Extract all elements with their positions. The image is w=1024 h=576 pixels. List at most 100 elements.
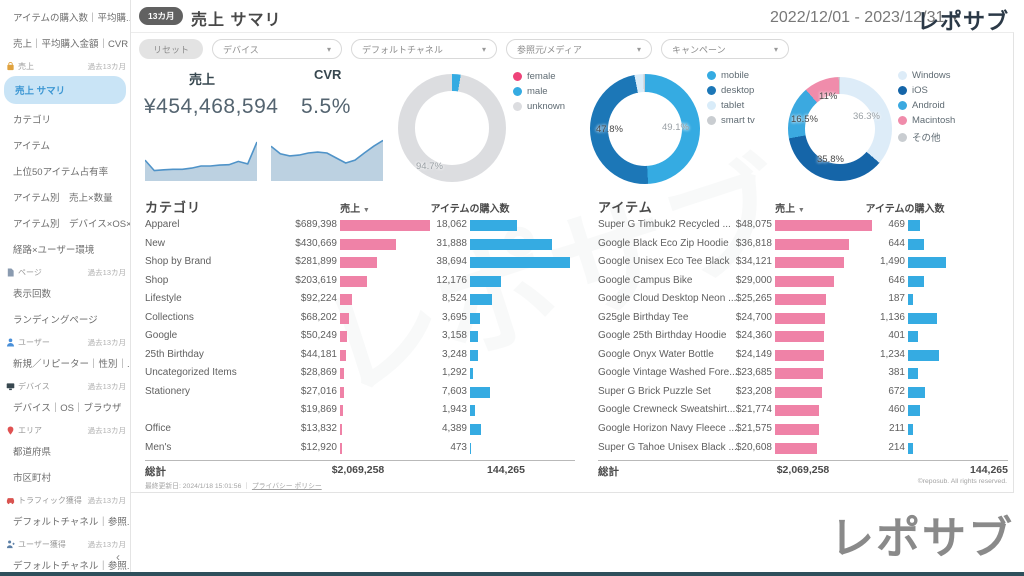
sidebar-item[interactable]: 上位50アイテム占有率 <box>13 167 109 178</box>
sales-bar <box>340 368 344 380</box>
table-row: Google Horizon Navy Fleece ... $21,575 211 <box>598 420 1010 439</box>
row-label: Google Cloud Desktop Neon ... <box>598 293 737 305</box>
sales-value: $50,249 <box>300 330 337 342</box>
sidebar-item[interactable]: 売上 サマリ <box>4 76 126 104</box>
row-label: Super G Tahoe Unisex Black ... <box>598 441 737 453</box>
purchases-bar <box>908 220 920 231</box>
sidebar-item[interactable]: 表示回数 <box>13 289 52 300</box>
sales-sort-header[interactable]: 売上 ▼ <box>340 204 370 215</box>
purchases-bar <box>470 238 552 250</box>
legend-label: tablet <box>721 100 745 111</box>
table-row: Google 25th Birthday Hoodie $24,360 401 <box>598 327 1010 346</box>
table-row: Google $50,249 3,158 <box>145 327 575 346</box>
row-label: 25th Birthday <box>145 348 204 360</box>
item-total-sales: $2,069,258 <box>776 464 830 476</box>
purchases-bar <box>908 368 918 380</box>
sidebar-item[interactable]: ランディングページ <box>13 315 98 326</box>
purchases-value: 646 <box>888 274 905 286</box>
legend-label: unknown <box>527 101 566 112</box>
row-label: Shop <box>145 274 169 286</box>
kpi-sales-value: ¥454,468,594 <box>144 95 279 118</box>
chevron-down-icon: ▾ <box>774 44 779 54</box>
sidebar-item[interactable]: 都道府県 <box>13 447 52 458</box>
chevron-down-icon: ▾ <box>952 12 958 24</box>
sidebar-section-period: 過去13カ月 <box>87 382 126 391</box>
last-updated-note: 最終更新日: 2024/1/18 15:01:56 ｜ プライバシー ポリシー <box>145 480 322 490</box>
row-label: Shop by Brand <box>145 256 212 268</box>
filter-dropdown[interactable]: デバイス ▾ <box>212 39 343 59</box>
sidebar-item[interactable]: 新規／リピーター｜性別｜... <box>13 359 130 370</box>
item-table: アイテム 売上 ▼ アイテムの購入数 Super G Timbuk2 Recyc… <box>598 197 1010 457</box>
sidebar-collapse-button[interactable]: ‹ <box>116 550 120 564</box>
purchases-bar <box>470 386 490 398</box>
sales-bar <box>775 238 849 250</box>
filter-dropdown[interactable]: 参照元/メディア ▾ <box>506 39 653 59</box>
reset-filters-button[interactable]: リセット <box>139 39 204 59</box>
sales-bar <box>340 312 349 324</box>
sidebar-item[interactable]: 売上｜平均購入金額｜CVR <box>13 39 129 50</box>
sidebar-section-header: 売上 過去13カ月 <box>0 56 130 74</box>
row-label: Office <box>145 423 171 435</box>
filter-bar: リセット デバイス ▾ デフォルトチャネル ▾ 参照元/メディア ▾ キャンペーン ▾ <box>139 39 790 59</box>
sales-value: $36,818 <box>735 237 772 249</box>
legend-label: Windows <box>912 70 951 81</box>
sidebar-item[interactable]: アイテムの購入数｜平均購... <box>13 13 130 24</box>
sales-bar <box>340 424 342 436</box>
table-row: G25gle Birthday Tee $24,700 1,136 <box>598 309 1010 328</box>
sales-bar <box>340 331 347 343</box>
sales-value: $21,575 <box>735 423 772 435</box>
row-label: New <box>145 237 166 249</box>
sidebar-item[interactable]: デバイス｜OS｜ブラウザ <box>13 403 122 414</box>
sidebar-section-header: デバイス 過去13カ月 <box>0 376 130 394</box>
filter-dropdown[interactable]: キャンペーン ▾ <box>661 39 790 59</box>
gender-legend: female male unknown <box>513 71 565 112</box>
row-label: Collections <box>145 311 194 323</box>
sales-bar <box>340 442 342 454</box>
sales-sort-header[interactable]: 売上 ▼ <box>775 204 805 215</box>
sales-bar <box>340 275 367 287</box>
period-badge: 13カ月 <box>139 7 184 25</box>
legend-item: iOS <box>898 85 955 96</box>
car-icon <box>6 498 15 505</box>
sales-value: $24,149 <box>735 348 772 360</box>
sales-value: $689,398 <box>295 219 337 230</box>
row-label: Super G Timbuk2 Recycled ... <box>598 219 731 230</box>
page-title: 売上 サマリ <box>191 12 282 29</box>
sidebar-item[interactable]: アイテム別 デバイス×OS×... <box>13 219 130 230</box>
sidebar-item[interactable]: 経路×ユーザー環境 <box>13 245 95 256</box>
table-row: Collections $68,202 3,695 <box>145 309 575 328</box>
sidebar-item[interactable]: アイテム別 売上×数量 <box>13 193 113 204</box>
date-range-selector[interactable]: 2022/12/01 - 2023/12/31 ▾ <box>770 9 957 27</box>
chevron-down-icon: ▾ <box>482 44 487 54</box>
sidebar-item[interactable]: 市区町村 <box>13 473 52 484</box>
sidebar-item[interactable]: アイテム <box>13 141 51 152</box>
sales-value: $44,181 <box>300 348 337 360</box>
legend-color-dot <box>898 71 907 80</box>
sidebar-item[interactable]: デフォルトチャネル｜参照... <box>13 517 130 528</box>
sales-value: $28,869 <box>300 367 337 379</box>
legend-item: Android <box>898 100 955 111</box>
legend-item: tablet <box>707 100 755 111</box>
sidebar-item[interactable]: デフォルトチャネル｜参照... <box>13 561 130 572</box>
cvr-sparkline-chart <box>271 139 383 181</box>
privacy-policy-link[interactable]: プライバシー ポリシー <box>251 483 322 490</box>
legend-item: mobile <box>707 70 755 81</box>
purchases-bar <box>470 275 501 287</box>
sales-value: $430,669 <box>295 237 337 249</box>
legend-color-dot <box>707 71 716 80</box>
copyright-note: ©reposub. All rights reserved. <box>917 478 1007 485</box>
legend-color-dot <box>898 132 907 142</box>
table-row: $19,869 1,943 <box>145 401 575 420</box>
purchases-bar <box>908 238 924 250</box>
purchases-bar <box>470 331 478 343</box>
purchases-bar <box>470 368 473 380</box>
filter-dropdown[interactable]: デフォルトチャネル ▾ <box>351 39 498 59</box>
sales-bar <box>775 349 824 361</box>
purchases-bar <box>470 257 570 269</box>
sidebar-item[interactable]: カテゴリ <box>13 115 52 126</box>
sales-bar <box>775 386 822 398</box>
purchases-bar <box>470 405 475 417</box>
gender-donut-chart <box>398 74 506 182</box>
sales-bar <box>340 220 430 231</box>
